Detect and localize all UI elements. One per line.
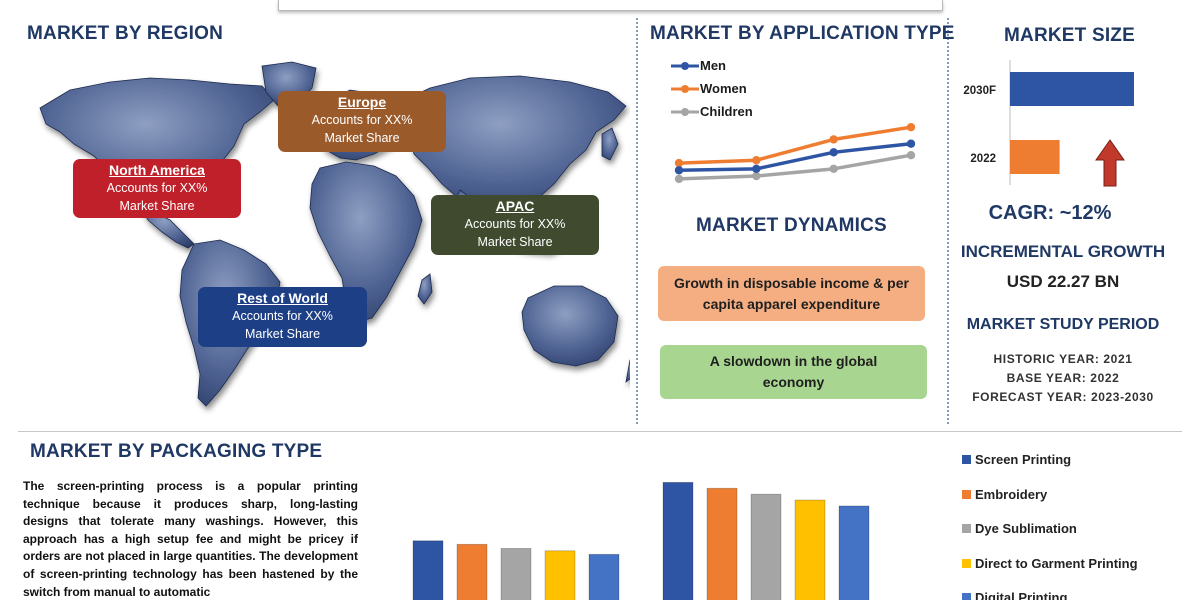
legend-marker-men: [671, 61, 699, 70]
size-bar-2022: [1010, 140, 1060, 174]
packaging-bar-chart: [412, 481, 870, 600]
line-point-women-2: [752, 156, 761, 165]
legend-marker-women: [671, 84, 699, 93]
historic-year: HISTORIC YEAR: 2021: [993, 352, 1133, 366]
packaging-legend-swatch-direct-to-garment-printing: [962, 558, 971, 568]
region-name-europe: Europe: [337, 94, 387, 110]
divider-application-size: [947, 18, 949, 424]
region-box-rest-of-world: Rest of World Accounts for XX% Market Sh…: [198, 287, 367, 347]
packaging-legend-item-embroidery: Embroidery: [962, 487, 1047, 502]
packaging-legend-item-dye-sublimation: Dye Sublimation: [962, 521, 1077, 536]
region-box-europe: Europe Accounts for XX% Market Share: [278, 91, 446, 152]
packaging-legend-item-digital-printing: Digital Printing: [962, 590, 1067, 600]
packaging-title: MARKET BY PACKAGING TYPE: [30, 441, 323, 462]
packaging-bar-direct-to-garment-printing-1: [544, 550, 576, 600]
legend-item-men: Men: [670, 54, 790, 77]
packaging-legend-item-direct-to-garment-printing: Direct to Garment Printing: [962, 556, 1138, 571]
application-line-chart: [674, 122, 916, 184]
application-title: MARKET BY APPLICATION TYPE: [650, 23, 955, 44]
legend-item-children: Children: [670, 100, 790, 123]
packaging-bar-screen-printing-1: [412, 540, 444, 600]
dynamics-challenge-box: A slowdown in the global economy: [660, 345, 927, 399]
line-series-men: [678, 141, 912, 173]
line-point-children-1: [674, 174, 684, 184]
legend-item-women: Women: [670, 77, 790, 100]
line-point-men-3: [829, 148, 838, 157]
region-box-apac: APAC Accounts for XX% Market Share: [431, 195, 599, 255]
region-box-north-america: North America Accounts for XX% Market Sh…: [73, 159, 241, 218]
packaging-legend: Screen Printing Embroidery Dye Sublimation…: [962, 452, 1192, 600]
top-frame-bar: [278, 0, 943, 11]
packaging-legend-label-direct-to-garment-printing: Direct to Garment Printing: [975, 555, 1138, 571]
region-share-label-apac: Market Share: [477, 235, 553, 249]
forecast-year: FORECAST YEAR: 2023-2030: [972, 390, 1154, 404]
divider-top-bottom: [18, 431, 1182, 432]
region-share-rest-of-world: Accounts for XX%: [232, 309, 333, 323]
line-point-children-3: [829, 164, 838, 174]
region-share-label-north-america: Market Share: [119, 199, 195, 213]
study-period-title: MARKET STUDY PERIOD: [966, 316, 1160, 333]
legend-label-men: Men: [700, 58, 726, 73]
region-share-north-america: Accounts for XX%: [106, 181, 208, 195]
incremental-growth-value: USD 22.27 BN: [1006, 272, 1120, 291]
base-year: BASE YEAR: 2022: [1006, 371, 1120, 385]
packaging-bar-embroidery-2: [706, 487, 738, 600]
dynamics-title: MARKET DYNAMICS: [696, 215, 887, 236]
packaging-bar-digital-printing-1: [588, 553, 620, 600]
size-bar-2030f: [1010, 72, 1134, 106]
packaging-legend-swatch-dye-sublimation: [962, 524, 971, 533]
dynamics-driver-text: Growth in disposable income & per capita…: [674, 274, 909, 312]
packaging-legend-label-digital-printing: Digital Printing: [975, 590, 1068, 600]
packaging-bar-dye-sublimation-1: [500, 548, 532, 600]
line-point-men-1: [674, 166, 684, 175]
packaging-bar-digital-printing-2: [838, 505, 870, 600]
dynamics-challenge-text: A slowdown in the global economy: [709, 353, 878, 390]
region-name-rest-of-world: Rest of World: [237, 290, 328, 306]
packaging-bar-direct-to-garment-printing-2: [794, 499, 826, 600]
packaging-bar-screen-printing-2: [662, 481, 694, 600]
packaging-legend-label-dye-sublimation: Dye Sublimation: [975, 521, 1077, 536]
packaging-legend-swatch-screen-printing: [962, 455, 971, 464]
region-share-europe: Accounts for XX%: [311, 113, 413, 127]
dynamics-driver-box: Growth in disposable income & per capita…: [658, 266, 925, 321]
size-tick-label-2030f: 2030F: [963, 85, 996, 97]
line-point-women-3: [829, 135, 838, 144]
packaging-description: The screen-printing process is a popular…: [23, 479, 358, 599]
line-point-men-2: [752, 164, 761, 174]
legend-label-children: Children: [700, 104, 753, 119]
region-share-label-rest-of-world: Market Share: [244, 327, 321, 341]
region-title: MARKET BY REGION: [27, 23, 224, 44]
incremental-growth-title: INCREMENTAL GROWTH: [960, 242, 1166, 261]
line-point-women-1: [674, 158, 684, 168]
packaging-legend-label-screen-printing: Screen Printing: [975, 452, 1072, 467]
line-series-women: [678, 125, 912, 165]
market-size-bar-chart: 2030F 2022: [963, 60, 1134, 187]
packaging-bar-dye-sublimation-2: [750, 493, 782, 600]
up-arrow-icon: [1095, 139, 1125, 187]
region-name-north-america: North America: [109, 162, 205, 178]
line-point-women-4: [906, 122, 916, 132]
packaging-legend-swatch-embroidery: [962, 489, 971, 499]
region-name-apac: APAC: [495, 198, 535, 214]
region-share-apac: Accounts for XX%: [464, 217, 566, 231]
line-point-children-2: [752, 171, 761, 181]
cagr-value: CAGR: ~12%: [988, 202, 1112, 224]
packaging-bar-embroidery-1: [456, 543, 488, 600]
legend-label-women: Women: [700, 81, 747, 96]
line-point-men-4: [906, 139, 916, 148]
packaging-legend-item-screen-printing: Screen Printing: [962, 452, 1071, 467]
packaging-legend-label-embroidery: Embroidery: [975, 486, 1048, 502]
legend-marker-children: [671, 107, 699, 116]
region-share-label-europe: Market Share: [324, 131, 400, 145]
divider-region-application: [636, 18, 638, 424]
line-point-children-4: [906, 150, 916, 160]
size-tick-label-2022: 2022: [970, 153, 996, 165]
market-size-title: MARKET SIZE: [1004, 25, 1135, 46]
line-series-children: [678, 153, 912, 181]
packaging-legend-swatch-digital-printing: [962, 593, 971, 600]
application-legend: Men Women Children: [670, 54, 790, 120]
